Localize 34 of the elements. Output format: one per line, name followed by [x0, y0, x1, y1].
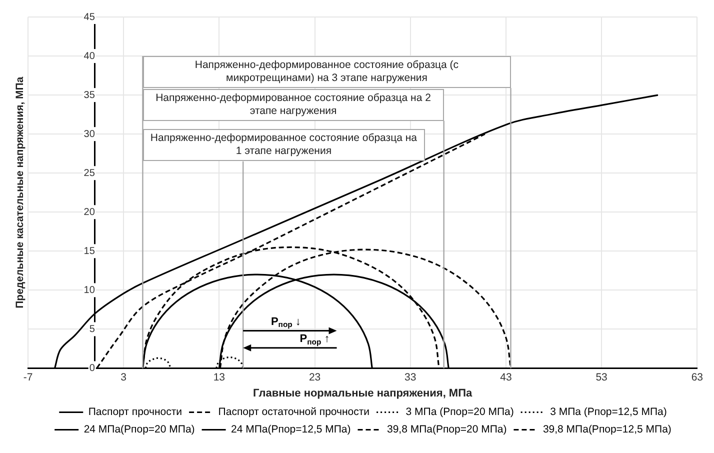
- legend-label: 3 МПа (Рпор=12,5 МПа): [550, 406, 667, 418]
- x-tick-label: 33: [404, 371, 416, 384]
- legend-label: 24 МПа(Рпор=20 МПа): [84, 424, 195, 436]
- y-tick-label: 45: [84, 12, 96, 23]
- y-axis-title: Предельные касательные напряжения, МПа: [14, 76, 26, 308]
- y-tick-label: 15: [84, 246, 96, 257]
- legend-label: Паспорт остаточной прочности: [218, 406, 370, 418]
- legend-label: Паспорт прочности: [88, 406, 182, 418]
- x-tick-label: 63: [691, 371, 704, 384]
- y-tick-label: 5: [89, 324, 96, 335]
- legend-label: 39,8 МПа(Рпор=12,5 МПа): [542, 424, 672, 436]
- x-tick-label: 43: [500, 371, 512, 384]
- y-tick-label: 35: [84, 90, 96, 101]
- text-box: Напряженно-деформированное состояние образца (с микротрещинами) на 3 этапе нагружения: [142, 56, 511, 88]
- annotation: Напряженно-деформированное состояние образца (с микротрещинами) на 3 этапе нагружения: [194, 59, 460, 86]
- x-tick-label: -7: [23, 371, 33, 384]
- legend-label: 24 МПа(Рпор=12,5 МПа): [231, 424, 351, 436]
- legend-label: 3 МПа (Рпор=20 МПа): [406, 406, 514, 418]
- x-tick-label: 23: [308, 371, 321, 384]
- y-tick-label: 10: [84, 284, 96, 296]
- annotation: Напряженно-деформированное состояние образца на 1 этапе нагружения: [150, 132, 418, 158]
- text-box: Напряженно-деформированное состояние образца на 2 этапе нагружения: [142, 88, 444, 121]
- x-tick-label: 53: [596, 371, 608, 384]
- y-tick-label: 30: [84, 128, 96, 140]
- y-tick-label: 40: [84, 50, 96, 62]
- x-tick-label: 13: [213, 371, 226, 384]
- annotation: Напряженно-деформированное состояние образца на 2 этапе нагружения: [154, 92, 432, 118]
- x-tick-label: 3: [120, 371, 127, 384]
- y-tick-label: 0: [89, 362, 96, 374]
- y-tick-label: 20: [84, 206, 96, 218]
- text-box: Напряженно-деформированное состояние образца на 1 этапе нагружения: [142, 129, 425, 162]
- legend-label: 39,8 МПа(Рпор=20 МПа): [386, 424, 507, 436]
- y-tick-label: 25: [84, 168, 96, 179]
- x-axis-title: Главные нормальные напряжения, МПа: [253, 387, 473, 400]
